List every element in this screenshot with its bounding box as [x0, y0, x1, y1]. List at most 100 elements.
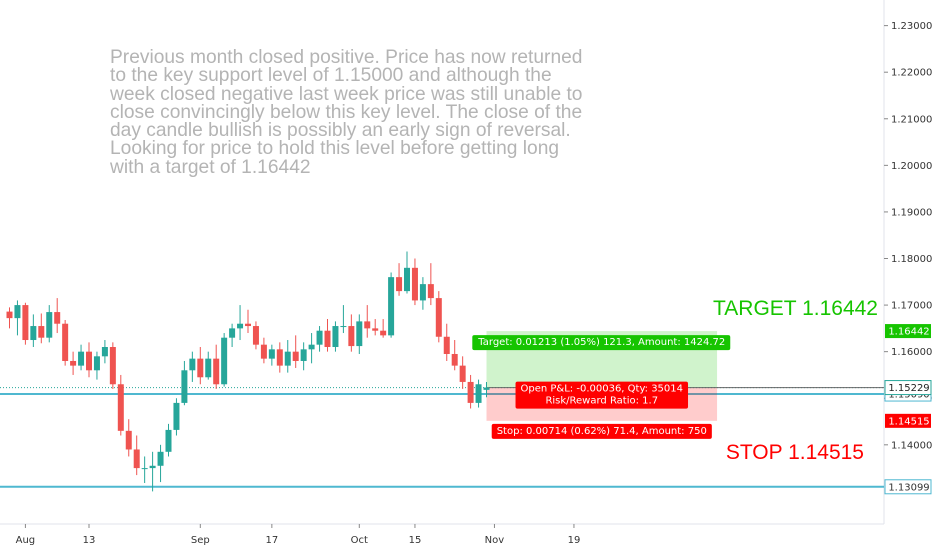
price-tick-label: 1.20000: [891, 161, 932, 172]
candle-body: [245, 323, 251, 327]
target-price-label: 1.16442: [888, 327, 929, 338]
last-price-label: 1.15229: [888, 383, 929, 394]
chart-annotations: TARGET 1.16442 STOP 1.14515: [713, 297, 878, 464]
pnl-label-line: Risk/Reward Ratio: 1.7: [545, 396, 658, 407]
candle-body: [411, 267, 418, 301]
candle-body: [125, 430, 132, 450]
candle-body: [276, 349, 283, 366]
price-tick-label: 1.23000: [891, 21, 932, 32]
candle-body: [93, 356, 100, 371]
candle-body: [109, 347, 116, 385]
time-axis: Aug 13 Sep 17 Oct 15 Nov 19: [16, 524, 581, 546]
candle-body: [133, 449, 140, 469]
time-tick-label: Sep: [191, 535, 210, 546]
candle-body: [173, 402, 180, 430]
candle-body: [380, 330, 387, 336]
price-tick-label: 1.14000: [891, 440, 932, 451]
price-tick-label: 1.21000: [891, 114, 932, 125]
candle-body: [260, 344, 267, 359]
candle-body: [300, 349, 307, 361]
candle-body: [284, 351, 291, 366]
candle-body: [419, 284, 426, 301]
candle-body: [221, 337, 228, 385]
candle-body: [22, 305, 29, 341]
candle-body: [435, 298, 442, 337]
price-tick-label: 1.18000: [891, 254, 932, 265]
candle-body: [459, 365, 466, 382]
candle-body: [141, 468, 148, 470]
candle-body: [165, 429, 172, 452]
candle-body: [372, 328, 379, 331]
price-tick-label: 1.16000: [891, 347, 932, 358]
time-tick-label: 19: [568, 535, 581, 546]
candle-body: [340, 326, 347, 328]
candle-body: [427, 284, 434, 299]
time-tick-label: 13: [83, 535, 96, 546]
time-tick-label: 17: [265, 535, 278, 546]
price-tick-label: 1.17000: [891, 301, 932, 312]
target-label-text: Target: 0.01213 (1.05%) 121.3, Amount: 1…: [477, 337, 725, 348]
candle-body: [404, 267, 410, 292]
candle-body: [475, 384, 482, 403]
pnl-label-line: Open P&L: -0.00036, Qty: 35014: [521, 384, 684, 395]
candle-body: [364, 321, 371, 329]
candlestick-series: [6, 251, 490, 492]
candle-body: [348, 326, 355, 347]
stop-label-text: Stop: 0.00714 (0.62%) 71.4, Amount: 750: [497, 426, 707, 437]
time-tick-label: Nov: [485, 535, 505, 546]
price-tick-label: 1.22000: [891, 68, 932, 79]
candle-body: [117, 384, 124, 431]
candle-body: [467, 381, 474, 403]
candle-body: [38, 326, 45, 338]
time-tick-label: Oct: [351, 535, 368, 546]
analysis-note: Previous month closed positive. Price ha…: [110, 47, 583, 178]
candle-body: [443, 336, 450, 354]
candle-body: [14, 305, 21, 319]
stop-price-tag: [885, 413, 931, 428]
candle-body: [30, 326, 37, 341]
stop-annotation: STOP 1.14515: [726, 441, 864, 464]
last-price-tag: [884, 380, 932, 396]
target-label: Target: 0.01213 (1.05%) 121.3, Amount: 1…: [472, 335, 731, 351]
stop-price-label: 1.14515: [888, 416, 929, 427]
candle-body: [451, 353, 458, 366]
candle-body: [86, 351, 92, 371]
candle-body: [292, 351, 299, 361]
candle-body: [70, 360, 77, 366]
candle-body: [149, 465, 156, 469]
support-level-price-label: 1.13099: [888, 482, 929, 493]
candle-body: [396, 277, 403, 292]
candle-body: [189, 358, 196, 371]
position-labels: Target: 0.01213 (1.05%) 121.3, Amount: 1…: [472, 335, 731, 439]
candle-body: [324, 330, 331, 348]
stop-label: Stop: 0.00714 (0.62%) 71.4, Amount: 750: [491, 423, 712, 439]
support-levels: [0, 387, 884, 488]
stop-label-box: [491, 423, 712, 439]
candle-body: [356, 321, 363, 347]
candle-body: [388, 277, 395, 336]
target-label-box: [472, 335, 731, 351]
price-tick-label: 1.19000: [891, 207, 932, 218]
candle-body: [62, 323, 69, 361]
candle-body: [483, 387, 490, 390]
candle-body: [229, 328, 236, 338]
candle-body: [197, 358, 204, 378]
candle-body: [213, 358, 220, 385]
candle-body: [157, 451, 164, 466]
candle-body: [252, 326, 259, 345]
candle-body: [181, 370, 188, 403]
target-price-tag: [885, 324, 931, 339]
candle-body: [205, 358, 212, 378]
time-tick-label: Aug: [16, 535, 36, 546]
candle-body: [316, 330, 323, 345]
target-annotation: TARGET 1.16442: [713, 297, 878, 320]
pnl-label-box: [515, 381, 689, 409]
candle-body: [54, 312, 61, 324]
price-axis: 1.23000 1.22000 1.21000 1.20000 1.19000 1.180…: [884, 21, 932, 495]
chart-grid: [0, 0, 885, 525]
candle-body: [6, 311, 13, 319]
pnl-label-text: Open P&L: -0.00036, Qty: 35014 Risk/Rewar…: [521, 384, 684, 407]
candle-body: [237, 323, 244, 329]
candle-body: [268, 349, 275, 359]
